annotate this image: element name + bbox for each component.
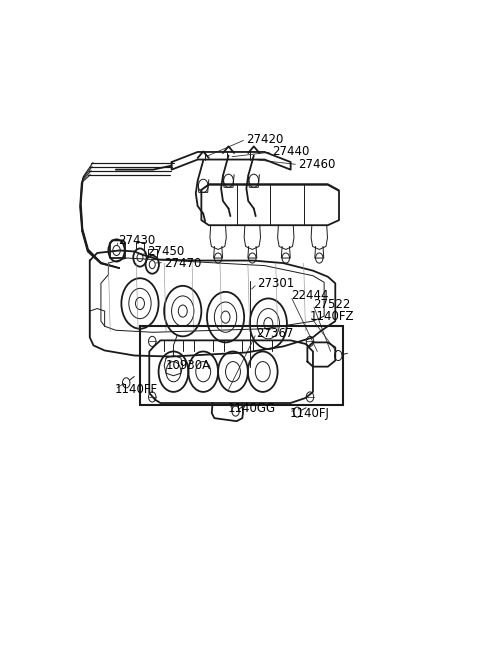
- Text: 27450: 27450: [147, 245, 185, 258]
- Text: 27367: 27367: [256, 327, 294, 340]
- Text: 27460: 27460: [298, 158, 336, 171]
- Text: 27522: 27522: [313, 298, 350, 311]
- Text: 1140FF: 1140FF: [115, 383, 158, 396]
- Text: 10930A: 10930A: [166, 359, 211, 372]
- Bar: [140, 326, 343, 405]
- Text: 1140GG: 1140GG: [228, 401, 276, 415]
- Text: 27470: 27470: [164, 256, 202, 270]
- Text: 1140FJ: 1140FJ: [290, 407, 330, 420]
- Text: 27440: 27440: [272, 146, 310, 159]
- Text: 22444: 22444: [290, 289, 328, 302]
- Text: 27301: 27301: [257, 277, 294, 291]
- Text: 27420: 27420: [246, 133, 283, 146]
- Text: 27430: 27430: [118, 234, 155, 247]
- Text: 1140FZ: 1140FZ: [310, 310, 355, 323]
